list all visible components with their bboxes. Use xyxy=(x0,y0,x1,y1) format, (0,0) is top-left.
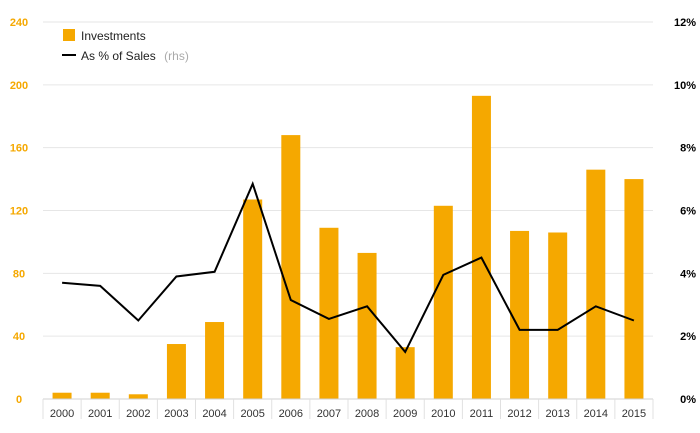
legend-label-sales-percent: As % of Sales (rhs) xyxy=(81,47,189,64)
y-right-tick-label: 10% xyxy=(674,80,696,92)
bar-investments-2011 xyxy=(471,95,491,400)
chart-axes: 0 0% 40 2% 80 4% 120 6% 160 8% 200 10% 240 12% 2000 200… xyxy=(10,17,696,420)
y-right-tick-label: 4% xyxy=(680,268,696,280)
bar-investments-2015 xyxy=(624,179,644,399)
y-right-tick-label: 12% xyxy=(674,17,696,29)
x-tick-label: 2000 xyxy=(50,408,74,420)
x-tick-label: 2014 xyxy=(584,408,608,420)
bar-investments-2009 xyxy=(395,347,415,399)
bar-investments-2000 xyxy=(52,392,72,399)
legend-label-sales-percent-note: (rhs) xyxy=(164,49,189,63)
x-tick-label: 2013 xyxy=(545,408,569,420)
y-right-tick-label: 2% xyxy=(680,331,696,343)
y-left-tick-label: 0 xyxy=(16,394,22,406)
bar-investments-2007 xyxy=(319,227,339,399)
investments-bars xyxy=(52,95,644,400)
x-tick-label: 2007 xyxy=(317,408,341,420)
y-left-tick-label: 40 xyxy=(13,331,25,343)
bar-investments-2008 xyxy=(357,252,377,399)
bar-investments-2001 xyxy=(90,392,110,399)
x-tick-label: 2015 xyxy=(622,408,646,420)
x-tick-label: 2003 xyxy=(164,408,188,420)
y-right-tick-label: 0% xyxy=(680,394,696,406)
y-right-tick-label: 8% xyxy=(680,143,696,155)
y-left-tick-label: 200 xyxy=(10,80,28,92)
x-tick-label: 2005 xyxy=(240,408,264,420)
y-right-tick-label: 6% xyxy=(680,206,696,218)
legend-label-investments: Investments xyxy=(81,29,146,43)
bar-investments-2014 xyxy=(586,169,606,399)
y-left-tick-label: 160 xyxy=(10,143,28,155)
bar-investments-2013 xyxy=(548,232,568,399)
x-tick-label: 2012 xyxy=(507,408,531,420)
x-tick-label: 2010 xyxy=(431,408,455,420)
line-sales-percent xyxy=(62,180,635,354)
bar-investments-2005 xyxy=(243,199,263,399)
bar-investments-2004 xyxy=(205,322,225,399)
y-left-tick-label: 80 xyxy=(13,268,25,280)
x-tick-label: 2009 xyxy=(393,408,417,420)
bar-investments-2010 xyxy=(433,205,453,399)
legend-swatch-investments xyxy=(63,29,75,41)
chart-legend: Investments As % of Sales (rhs) xyxy=(62,29,189,64)
x-tick-label: 2001 xyxy=(88,408,112,420)
sales-percent-line xyxy=(62,180,635,354)
y-left-tick-label: 240 xyxy=(10,17,28,29)
bar-investments-2003 xyxy=(166,344,186,399)
bar-investments-2006 xyxy=(281,135,301,399)
bar-investments-2002 xyxy=(128,394,148,399)
x-tick-label: 2011 xyxy=(470,408,494,420)
x-tick-label: 2006 xyxy=(279,408,303,420)
bar-investments-2012 xyxy=(510,230,530,399)
legend-label-sales-percent-main: As % of Sales xyxy=(81,49,156,63)
x-tick-label: 2004 xyxy=(202,408,226,420)
y-left-tick-label: 120 xyxy=(10,206,28,218)
x-tick-label: 2008 xyxy=(355,408,379,420)
x-tick-label: 2002 xyxy=(126,408,150,420)
